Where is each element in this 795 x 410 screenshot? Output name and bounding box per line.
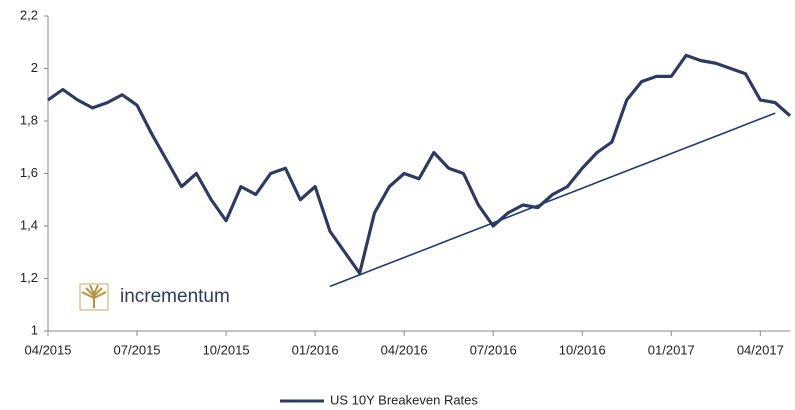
logo-text: incrementum bbox=[120, 286, 230, 307]
y-tick-label: 1,8 bbox=[20, 112, 38, 127]
series-line bbox=[47, 53, 792, 275]
x-tick-label: 04/2017 bbox=[737, 342, 784, 357]
x-tick-label: 07/2016 bbox=[470, 342, 517, 357]
logo-frame bbox=[79, 283, 109, 311]
legend-label: US 10Y Breakeven Rates bbox=[330, 392, 478, 407]
x-tick-label: 01/2017 bbox=[648, 342, 695, 357]
x-tick-label: 04/2015 bbox=[25, 342, 72, 357]
y-tick-label: 1,2 bbox=[20, 270, 38, 285]
y-tick-label: 2 bbox=[31, 60, 38, 75]
x-tick-label: 07/2015 bbox=[114, 342, 161, 357]
x-tick-label: 10/2015 bbox=[203, 342, 250, 357]
x-tick-label: 04/2016 bbox=[381, 342, 428, 357]
y-tick-label: 1,4 bbox=[20, 217, 38, 232]
x-tick-label: 01/2016 bbox=[292, 342, 339, 357]
logo-icon bbox=[81, 284, 107, 308]
x-tick-label: 10/2016 bbox=[559, 342, 606, 357]
y-tick-label: 1 bbox=[31, 322, 38, 337]
y-tick-label: 1,6 bbox=[20, 165, 38, 180]
y-tick-label: 2,2 bbox=[20, 7, 38, 22]
trend-line bbox=[329, 112, 776, 288]
logo: incrementum bbox=[79, 283, 230, 311]
